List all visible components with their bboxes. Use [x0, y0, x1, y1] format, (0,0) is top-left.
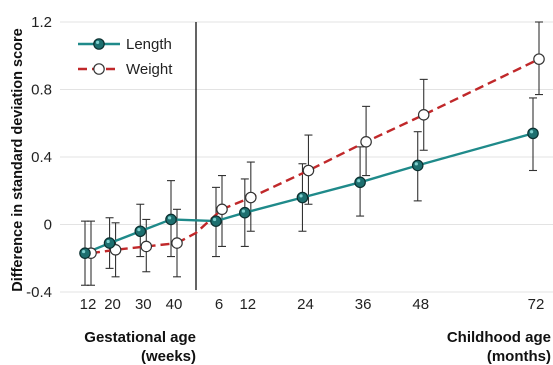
marker-highlight: [241, 209, 246, 213]
marker-highlight: [96, 40, 100, 45]
marker-highlight: [530, 130, 534, 134]
length-data-point: [296, 191, 309, 204]
x-tick-label: 40: [166, 296, 183, 313]
x-tick-label: 12: [80, 296, 97, 313]
weight-data-point: [533, 53, 545, 65]
series-layer: [79, 21, 545, 286]
marker-highlight: [106, 239, 110, 244]
x-tick-label: 30: [135, 296, 152, 313]
legend-marker: [93, 63, 105, 75]
weight-data-point: [140, 240, 153, 253]
x-tick-label: 6: [215, 296, 223, 313]
weight-data-point: [302, 164, 315, 177]
x-tick-labels: 12 20 30 40 6 12 24 36 48 72: [80, 296, 545, 313]
marker-highlight: [137, 228, 141, 232]
length-data-point: [79, 247, 91, 259]
length-series-line: [84, 132, 534, 255]
length-data-point: [103, 237, 116, 249]
length-data-point: [527, 127, 539, 140]
length-data-point: [354, 176, 366, 189]
x-axis-label-gestational-line2: (weeks): [141, 348, 196, 365]
weight-data-point: [245, 191, 257, 204]
weight-series-line: [90, 241, 178, 255]
x-tick-label: 20: [104, 296, 121, 313]
x-tick-label: 48: [412, 296, 429, 313]
y-tick-label: 0: [44, 217, 52, 234]
x-axis-label-childhood-line1: Childhood age: [447, 329, 551, 346]
y-tick-label: 0.4: [31, 149, 52, 166]
grid: [60, 21, 553, 293]
y-tick-label: 1.2: [31, 14, 52, 31]
length-data-point: [411, 159, 424, 172]
marker-highlight: [213, 217, 217, 222]
x-axis-label-gestational-line1: Gestational age: [84, 329, 196, 346]
x-tick-label: 36: [355, 296, 372, 313]
marker-highlight: [414, 162, 418, 166]
length-data-point: [134, 225, 147, 238]
weight-data-point: [360, 136, 372, 148]
marker-highlight: [82, 249, 86, 254]
weight-data-point: [417, 109, 430, 121]
y-tick-labels: -0.4 0 0.4 0.8 1.2: [26, 14, 52, 301]
weight-series-line: [221, 58, 540, 211]
x-tick-label: 24: [297, 296, 314, 313]
length-legend-label: Length: [126, 36, 172, 53]
length-data-point: [165, 213, 177, 226]
weight-data-point: [171, 237, 183, 249]
y-tick-label: 0.8: [31, 82, 52, 99]
y-tick-label: -0.4: [26, 284, 52, 301]
weight-legend-label: Weight: [126, 61, 173, 78]
marker-highlight: [299, 194, 303, 198]
y-axis-label: Difference in standard deviation score: [10, 28, 26, 292]
length-data-point: [210, 215, 222, 227]
marker-highlight: [168, 216, 172, 220]
weight-data-point: [216, 203, 228, 216]
marker-highlight: [357, 179, 361, 183]
legend-marker: [93, 38, 105, 50]
x-axis-label-childhood-line2: (months): [487, 348, 551, 365]
x-tick-label: 12: [239, 296, 256, 313]
legend: Length Weight: [78, 36, 173, 78]
x-tick-label: 72: [528, 296, 545, 313]
length-data-point: [239, 206, 251, 219]
